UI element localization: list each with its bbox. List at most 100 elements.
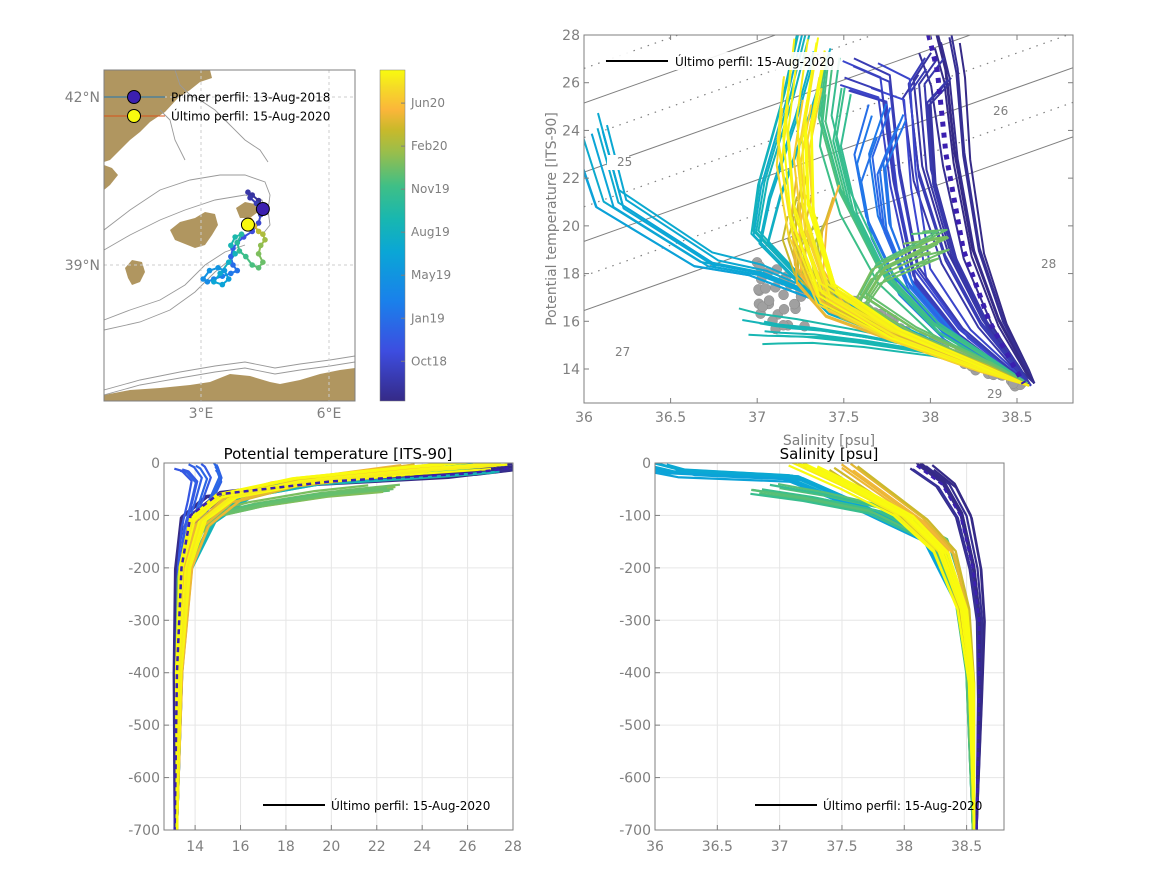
legend-label-first: Primer perfil: 13-Aug-2018	[171, 91, 330, 105]
y-tick-label: -300	[128, 613, 160, 629]
first-profile-line	[916, 464, 981, 830]
colorbar-label: Jan19	[410, 311, 445, 325]
y-tick-label: -100	[128, 508, 160, 524]
ts-y-tick-label: 24	[562, 123, 580, 139]
profile-line	[175, 466, 481, 830]
profile-line	[175, 463, 501, 830]
ts-profile-line	[865, 236, 1028, 385]
track-point	[238, 231, 245, 237]
track-point	[234, 239, 241, 246]
salinity-axes-frame	[654, 462, 1005, 831]
track-point	[200, 276, 206, 282]
isopycnal	[584, 35, 972, 173]
track-point	[234, 267, 241, 274]
profile-line	[173, 466, 513, 830]
land-spain-coast	[104, 165, 118, 190]
ts-x-tick-label: 36	[575, 410, 593, 426]
track-point	[232, 234, 238, 240]
track-point	[206, 267, 213, 274]
climatology-point	[763, 295, 775, 306]
ts-y-tick-label: 16	[562, 314, 580, 330]
isopycnal	[584, 35, 777, 104]
x-tick-label: 16	[232, 839, 250, 855]
ts-profile-line	[902, 74, 1032, 387]
profile-line	[175, 464, 493, 830]
legend-marker-last	[127, 109, 141, 123]
contour-label: 27	[615, 345, 630, 359]
profile-line	[173, 469, 493, 830]
profile-line	[175, 464, 481, 830]
profile-line	[175, 489, 390, 830]
track-point	[228, 270, 234, 277]
map-axes-frame	[103, 69, 356, 402]
salinity-profile-panel: 36 36.5 37 37.5 38 38.5 0 -100 -200 -300 -400 -500 -…	[619, 445, 1005, 855]
track-point	[236, 248, 243, 254]
ts-axes-frame	[583, 34, 1074, 404]
ts-x-tick-label: 36.5	[655, 410, 686, 426]
track-point	[262, 237, 268, 243]
contour-label-bg	[607, 155, 629, 170]
profile-line	[777, 482, 974, 830]
land-ibiza	[125, 260, 145, 285]
climatology-point	[778, 304, 790, 315]
legend-label-last: Último perfil: 15-Aug-2020	[171, 109, 330, 124]
land-menorca	[236, 202, 258, 218]
x-tick-label: 36	[646, 839, 664, 855]
profile-line	[175, 466, 474, 830]
contour-label: 25	[617, 155, 632, 169]
track-point	[225, 276, 232, 282]
salinity-title: Salinity [psu]	[780, 445, 879, 463]
profile-line	[173, 469, 513, 830]
temperature-axes-frame	[163, 462, 514, 831]
track-point	[260, 259, 266, 266]
ts-profile-line	[958, 42, 1036, 384]
profile-line	[175, 463, 492, 830]
contour-label-bg	[1031, 257, 1053, 272]
y-tick-label: -200	[128, 561, 160, 577]
ts-profile-line	[801, 67, 1030, 387]
map-tick-39n: 39°N	[65, 258, 100, 274]
ts-profile-line	[877, 62, 1030, 387]
profile-line	[172, 472, 487, 830]
ts-x-tick-label: 37.5	[828, 410, 859, 426]
y-tick-label: -400	[619, 666, 651, 682]
ts-profiles	[584, 35, 1036, 387]
track-point	[257, 242, 264, 249]
first-profile-dashed	[926, 35, 1027, 385]
track-point	[245, 189, 251, 195]
x-tick-label: 38	[895, 839, 913, 855]
map-tick-3e: 3°E	[189, 406, 214, 422]
profile-line	[175, 463, 508, 830]
climatology-point	[778, 289, 789, 301]
ts-xlabel: Salinity [psu]	[783, 433, 875, 449]
colorbar-label: Feb20	[411, 139, 448, 153]
map-tick-42n: 42°N	[65, 90, 100, 106]
profile-line	[175, 470, 500, 830]
profile-line	[811, 467, 976, 830]
y-tick-label: -700	[128, 823, 160, 839]
x-tick-label: 22	[368, 839, 386, 855]
bathymetry-contour	[104, 174, 271, 236]
profile-line	[175, 487, 388, 830]
y-tick-label: -500	[619, 718, 651, 734]
colorbar-gradient	[379, 69, 406, 402]
profile-line	[175, 471, 495, 830]
temperature-title: Potential temperature [ITS-90]	[224, 445, 453, 463]
contour-label: 28	[1041, 257, 1056, 271]
track-point	[215, 265, 221, 271]
profile-line	[175, 464, 497, 830]
ts-x-tick-label: 38	[921, 410, 939, 426]
legend-marker-first	[127, 90, 141, 104]
x-tick-label: 37	[771, 839, 789, 855]
x-tick-label: 26	[459, 839, 477, 855]
isopycnal	[584, 0, 1073, 34]
temperature-profile-panel: 14 16 18 20 22 24 26 28 0 -100 -200 -300 -400 -500 -60…	[128, 445, 522, 855]
first-profile-line	[173, 467, 509, 830]
profile-line	[175, 468, 441, 830]
colorbar-label: May19	[411, 268, 451, 282]
ts-y-tick-label: 18	[562, 267, 580, 283]
climatology-point	[760, 283, 771, 294]
profile-line	[173, 468, 513, 830]
contour-label: 29	[987, 387, 1002, 401]
